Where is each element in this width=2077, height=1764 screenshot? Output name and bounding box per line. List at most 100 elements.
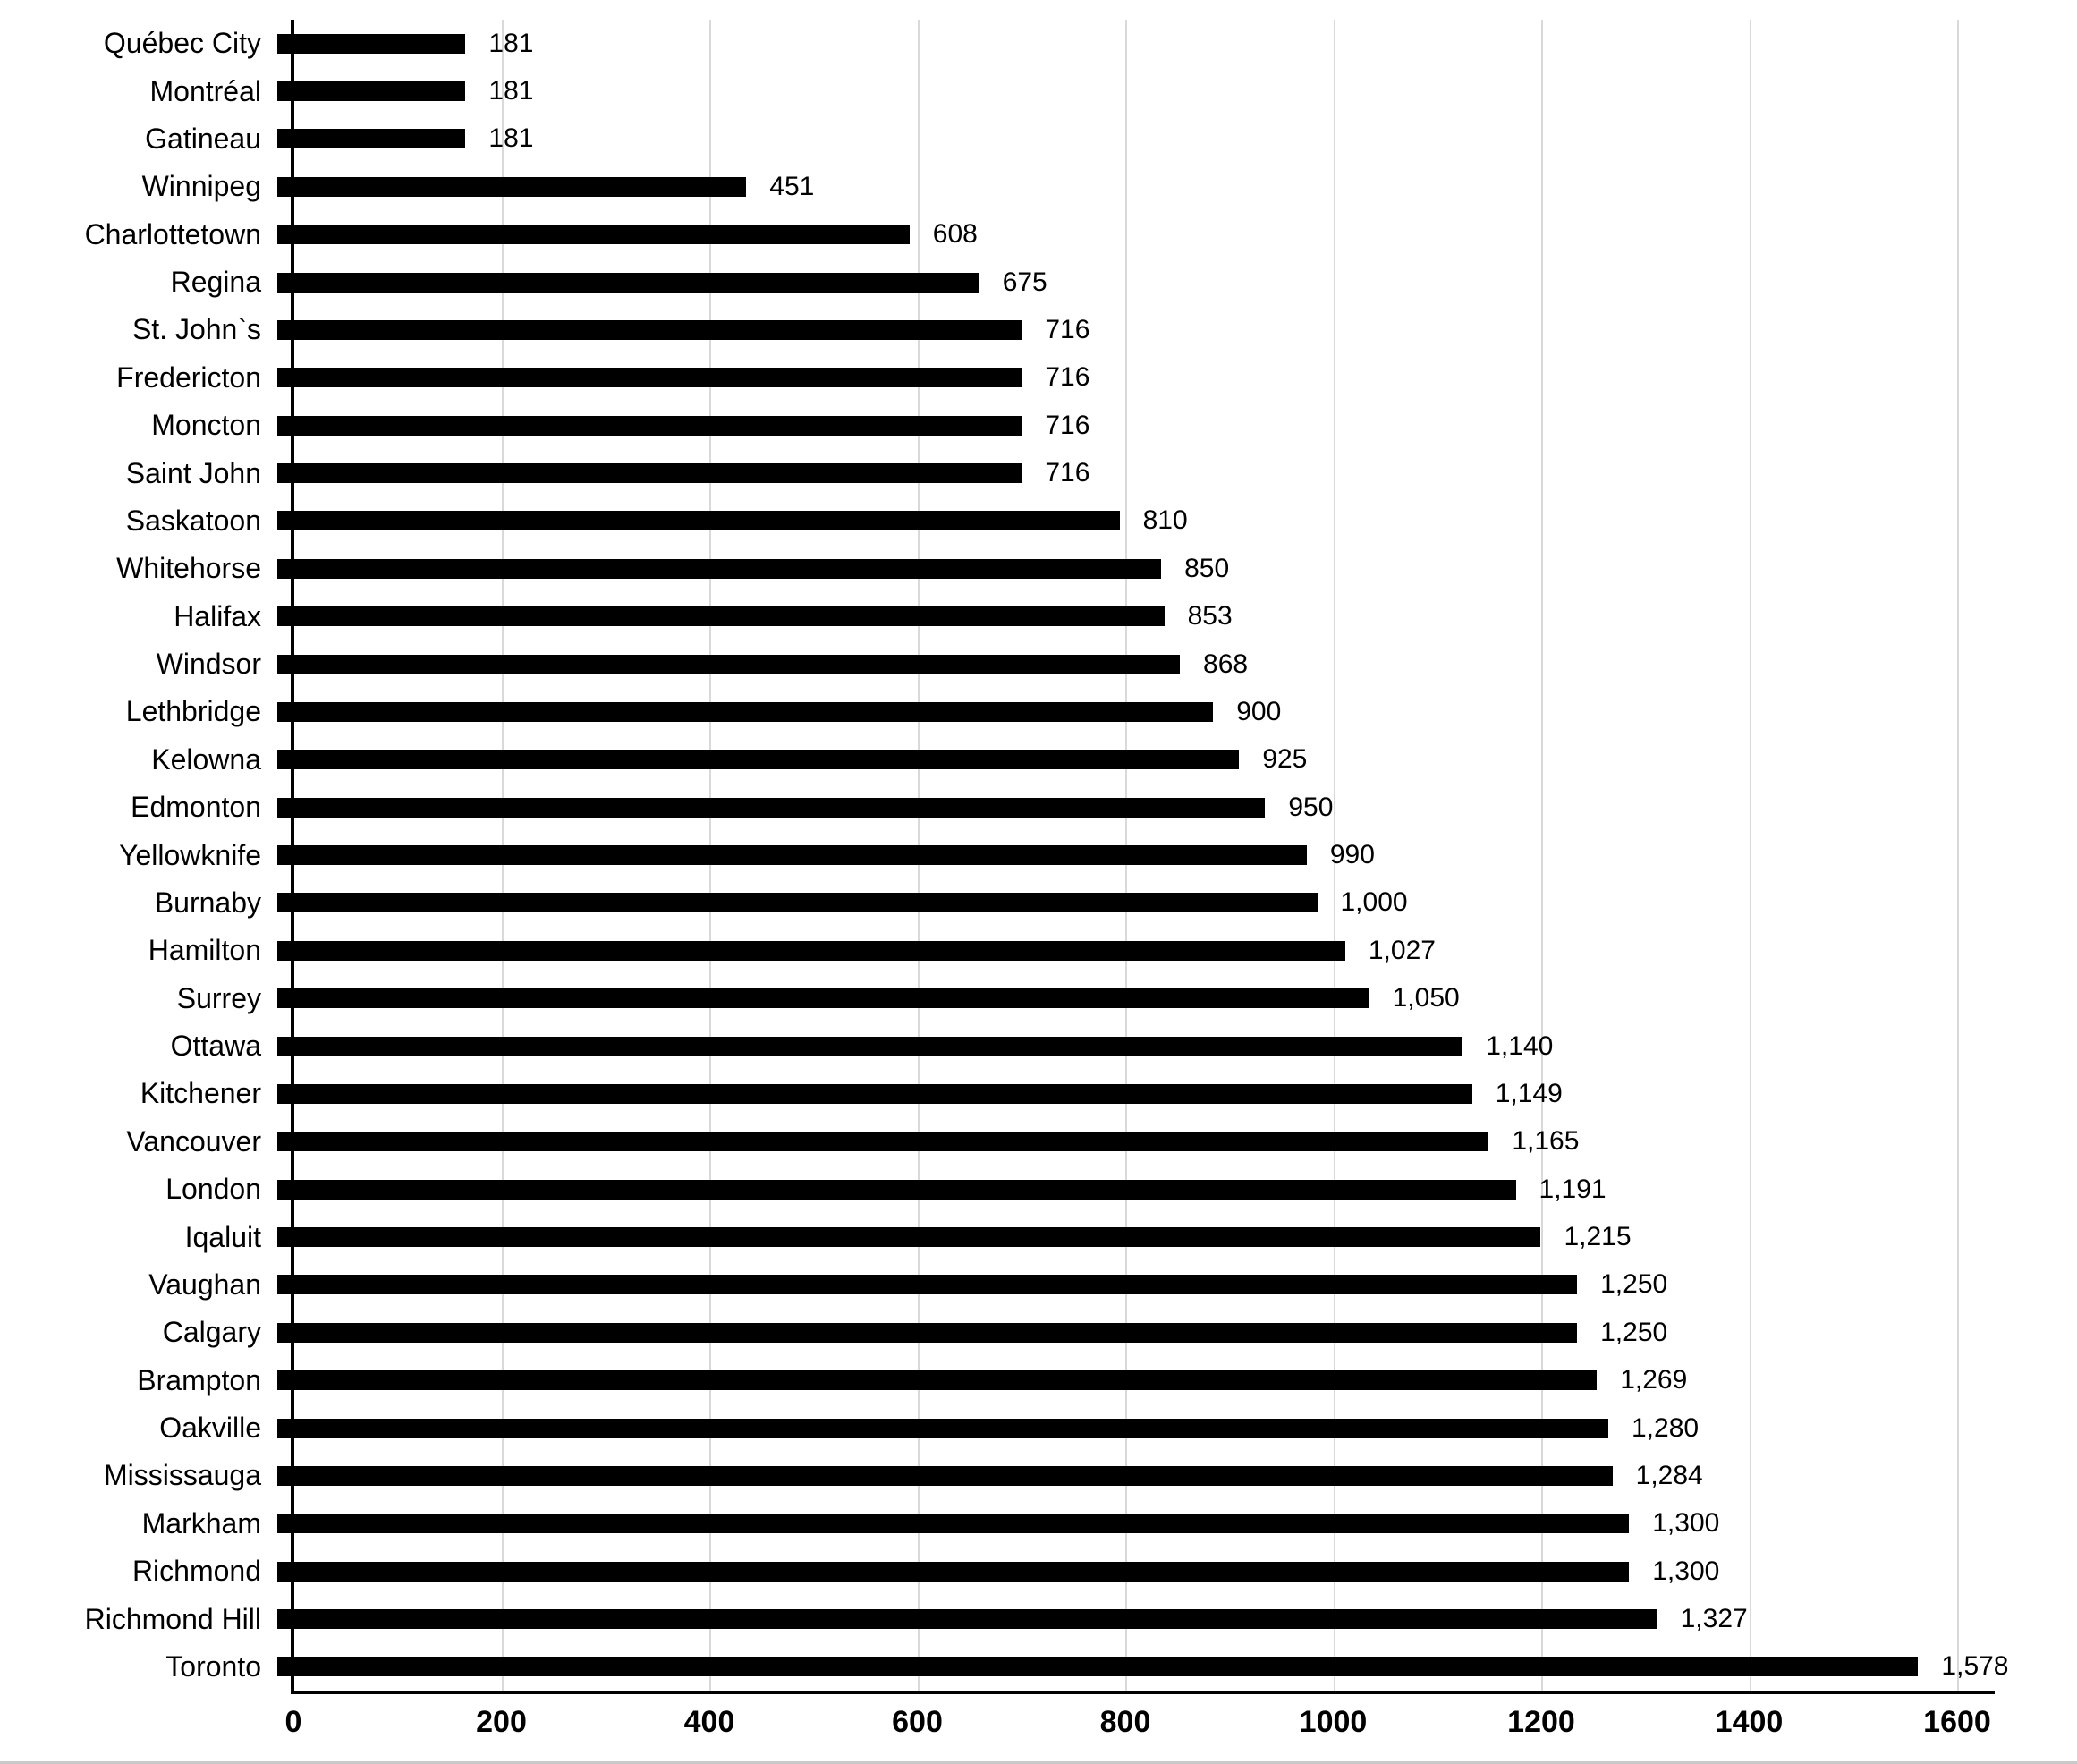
bar bbox=[277, 415, 1022, 436]
category-label: St. John`s bbox=[131, 313, 261, 346]
value-label: 868 bbox=[1203, 649, 1249, 679]
gridline bbox=[1541, 20, 1543, 1691]
bar bbox=[277, 1657, 1919, 1677]
category-label: Edmonton bbox=[131, 791, 261, 824]
value-label: 900 bbox=[1236, 696, 1282, 726]
bar bbox=[277, 511, 1120, 531]
category-label: Charlottetown bbox=[84, 217, 261, 250]
category-label: Hamilton bbox=[148, 934, 261, 967]
category-label: Lethbridge bbox=[125, 695, 261, 728]
bar-row: Halifax 853 bbox=[0, 593, 2077, 640]
bar bbox=[277, 701, 1214, 722]
bar-area: 1,000 bbox=[277, 879, 1941, 927]
bar-area: 850 bbox=[277, 545, 1941, 592]
bar-row: Burnaby 1,000 bbox=[0, 879, 2077, 927]
x-axis-line bbox=[291, 1691, 1995, 1694]
bar-row: Markham 1,300 bbox=[0, 1500, 2077, 1548]
category-label: Markham bbox=[141, 1506, 261, 1539]
value-label: 1,000 bbox=[1340, 887, 1408, 918]
bar-row: Saskatoon 810 bbox=[0, 497, 2077, 545]
bar-area: 1,327 bbox=[277, 1595, 1941, 1642]
category-label: Kitchener bbox=[140, 1077, 261, 1110]
bar bbox=[277, 1370, 1598, 1391]
x-tick-label: 1200 bbox=[1507, 1705, 1575, 1739]
bar-row: Gatineau 181 bbox=[0, 115, 2077, 163]
bar bbox=[277, 1036, 1463, 1056]
bar-rows: Québec City 181 Montréal 181 Gatineau 181 Winn… bbox=[0, 20, 2077, 1691]
category-label: Whitehorse bbox=[116, 552, 261, 585]
bar bbox=[277, 558, 1162, 579]
value-label: 950 bbox=[1288, 792, 1334, 822]
bar-row: Yellowknife 990 bbox=[0, 831, 2077, 878]
category-label: Ottawa bbox=[170, 1030, 261, 1063]
gridline bbox=[1333, 20, 1335, 1691]
bar-area: 1,284 bbox=[277, 1452, 1941, 1499]
category-label: Surrey bbox=[176, 981, 261, 1014]
bar-area: 900 bbox=[277, 688, 1941, 735]
value-label: 1,300 bbox=[1652, 1556, 1720, 1586]
bar-row: Whitehorse 850 bbox=[0, 545, 2077, 592]
value-label: 716 bbox=[1045, 362, 1090, 393]
bar-row: Brampton 1,269 bbox=[0, 1357, 2077, 1404]
category-label: Vaughan bbox=[148, 1268, 261, 1301]
bar bbox=[277, 750, 1240, 770]
bar-area: 1,250 bbox=[277, 1261, 1941, 1309]
bar-area: 1,300 bbox=[277, 1548, 1941, 1595]
bar-row: Toronto 1,578 bbox=[0, 1643, 2077, 1691]
category-label: Québec City bbox=[103, 27, 261, 60]
bar-area: 1,191 bbox=[277, 1166, 1941, 1213]
bar-area: 1,578 bbox=[277, 1643, 2009, 1691]
bar bbox=[277, 1609, 1657, 1630]
bar-row: Iqaluit 1,215 bbox=[0, 1213, 2077, 1260]
category-label: London bbox=[165, 1173, 261, 1206]
bar bbox=[277, 225, 910, 245]
bar bbox=[277, 1418, 1608, 1438]
value-label: 716 bbox=[1045, 314, 1090, 344]
value-label: 181 bbox=[488, 28, 534, 58]
x-tick-label: 1400 bbox=[1715, 1705, 1784, 1739]
gridline bbox=[1957, 20, 1959, 1691]
value-label: 608 bbox=[932, 219, 978, 250]
bar bbox=[277, 797, 1266, 818]
bar-row: Richmond Hill 1,327 bbox=[0, 1595, 2077, 1642]
category-label: Regina bbox=[170, 266, 261, 299]
bar bbox=[277, 368, 1022, 388]
bar bbox=[277, 1322, 1578, 1343]
value-label: 1,269 bbox=[1620, 1365, 1688, 1395]
x-tick-label: 600 bbox=[892, 1705, 943, 1739]
value-label: 925 bbox=[1262, 744, 1308, 775]
bar-area: 716 bbox=[277, 306, 1941, 353]
bar bbox=[277, 606, 1165, 627]
value-label: 675 bbox=[1002, 267, 1047, 297]
category-label: Burnaby bbox=[154, 886, 261, 919]
bar-row: Vaughan 1,250 bbox=[0, 1261, 2077, 1309]
bar-area: 675 bbox=[277, 259, 1941, 306]
value-label: 1,578 bbox=[1941, 1651, 2009, 1682]
bar-area: 925 bbox=[277, 736, 1941, 784]
bar-row: Montréal 181 bbox=[0, 67, 2077, 114]
bar-area: 181 bbox=[277, 20, 1941, 67]
bar bbox=[277, 654, 1181, 674]
x-tick-label: 400 bbox=[683, 1705, 735, 1739]
value-label: 451 bbox=[769, 171, 815, 201]
category-label: Iqaluit bbox=[184, 1220, 261, 1253]
bar-area: 1,250 bbox=[277, 1309, 1941, 1356]
category-label: Mississauga bbox=[103, 1459, 261, 1492]
bar-row: Ottawa 1,140 bbox=[0, 1022, 2077, 1070]
bar-row: Calgary 1,250 bbox=[0, 1309, 2077, 1356]
bar-row: Regina 675 bbox=[0, 259, 2077, 306]
bar-row: London 1,191 bbox=[0, 1166, 2077, 1213]
value-label: 1,280 bbox=[1632, 1412, 1700, 1443]
value-label: 1,191 bbox=[1539, 1174, 1606, 1204]
bar-area: 1,280 bbox=[277, 1404, 1941, 1452]
value-label: 853 bbox=[1187, 601, 1233, 632]
value-label: 1,050 bbox=[1392, 983, 1460, 1013]
bar bbox=[277, 1465, 1613, 1486]
value-label: 1,149 bbox=[1495, 1078, 1563, 1108]
value-label: 1,140 bbox=[1486, 1030, 1554, 1061]
value-label: 1,250 bbox=[1600, 1269, 1668, 1300]
category-label: Calgary bbox=[162, 1316, 261, 1349]
bar bbox=[277, 33, 466, 54]
category-label: Windsor bbox=[156, 648, 261, 681]
x-tick-label: 800 bbox=[1099, 1705, 1151, 1739]
